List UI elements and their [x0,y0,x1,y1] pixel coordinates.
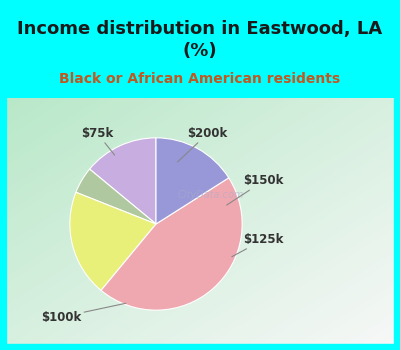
Text: $75k: $75k [81,127,115,155]
Text: CityData.com: CityData.com [178,190,244,200]
Wedge shape [156,138,229,224]
Wedge shape [90,138,156,224]
Text: $150k: $150k [227,174,284,205]
Text: Black or African American residents: Black or African American residents [60,72,340,86]
Text: $100k: $100k [41,303,126,323]
Wedge shape [76,169,156,224]
Text: Income distribution in Eastwood, LA
(%): Income distribution in Eastwood, LA (%) [18,20,382,60]
Wedge shape [101,178,242,310]
Text: $200k: $200k [178,127,228,162]
Text: $125k: $125k [232,233,284,257]
Wedge shape [70,192,156,290]
